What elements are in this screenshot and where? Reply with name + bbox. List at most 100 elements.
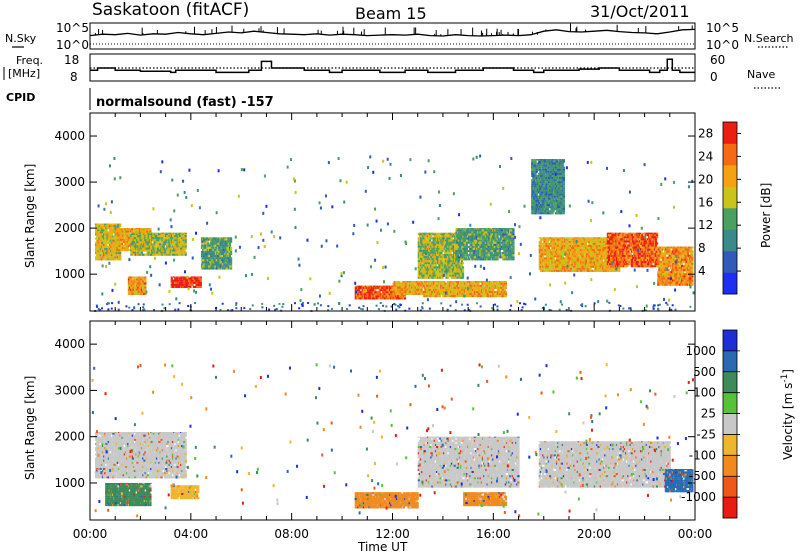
power-cell [512,252,514,254]
power-cell [428,262,430,264]
power-cell [136,241,138,243]
power-cell [577,257,579,259]
power-cell [96,225,98,227]
power-cell [500,287,502,289]
power-cell [208,255,210,257]
power-cell [466,283,468,285]
power-cell [481,240,483,242]
power-cell [512,250,514,252]
power-cell [123,245,125,247]
power-cell [482,229,484,231]
power-cell [549,249,551,251]
power-cell [487,254,489,256]
power-cell [165,241,167,243]
power-cell [101,248,103,250]
power-cell [466,258,468,260]
power-cell [229,255,231,257]
power-cell [475,289,477,291]
power-cell [192,280,194,282]
power-cell [430,287,432,289]
power-cell [573,243,575,245]
power-cell [117,249,119,251]
power-cell [438,235,440,237]
power-cell [482,285,484,287]
power-cell [498,254,500,256]
power-cell [141,252,143,254]
power-cell [443,250,445,252]
power-cell [155,245,157,247]
power-cell [475,293,477,295]
power-cell [557,241,559,243]
power-cell [95,238,97,240]
power-cell [461,264,463,266]
power-cell [97,235,99,237]
power-cell [580,270,582,272]
power-cell [569,241,571,243]
power-cell [496,295,498,297]
power-cell [224,238,226,240]
power-cell [563,249,565,251]
power-cell [461,260,463,262]
power-cell [381,297,383,299]
power-cell [180,278,182,280]
power-cell [471,285,473,287]
power-cell [430,244,432,246]
power-cell [422,281,424,282]
power-cell [230,253,232,255]
power-cell [441,283,443,285]
power-cell [210,249,212,251]
power-cell [144,278,146,280]
power-cell [454,283,456,285]
power-cell [179,254,181,256]
power-cell [220,267,222,269]
power-cell [452,244,454,246]
power-cell [570,268,572,270]
power-cell [185,245,187,247]
power-cell [173,276,175,277]
power-cell [418,281,420,282]
power-cell [477,295,479,297]
power-cell [455,291,457,293]
power-cell [227,245,229,247]
power-cell [134,276,136,278]
power-cell [174,239,176,241]
noise-tick-low-right: 10^0 [706,38,739,52]
power-cell [103,256,105,258]
power-cell [185,254,187,256]
power-cell [439,295,441,297]
power-cell [230,265,232,267]
power-cell [228,238,230,240]
power-cell [438,287,440,289]
power-cell [431,268,433,270]
power-cell [119,256,121,258]
power-cell [213,265,215,267]
power-cell [562,262,564,264]
power-cell [443,289,445,291]
power-cell [144,280,146,282]
power-cell [395,281,397,282]
power-cell [496,231,498,233]
power-cell [444,285,446,287]
power-cell [558,266,560,268]
power-cell [490,281,492,283]
power-cell [109,256,111,258]
power-cell [112,254,114,256]
power-cell [207,241,209,243]
power-cell [432,285,434,287]
power-cell [196,278,198,280]
power-cell [543,241,545,243]
power-cell [508,233,510,235]
power-cell [200,286,202,288]
power-cell [505,293,507,295]
power-cell [121,243,123,245]
power-cell [379,291,381,293]
power-cell [549,268,551,270]
power-cell [358,289,360,291]
power-cell [483,250,485,252]
power-cell [96,248,98,250]
power-cell [148,252,150,254]
power-cell [420,237,422,239]
plot-title: Saskatoon (fitACF) [92,0,249,20]
power-cell [144,287,146,289]
power-cell [485,238,487,240]
